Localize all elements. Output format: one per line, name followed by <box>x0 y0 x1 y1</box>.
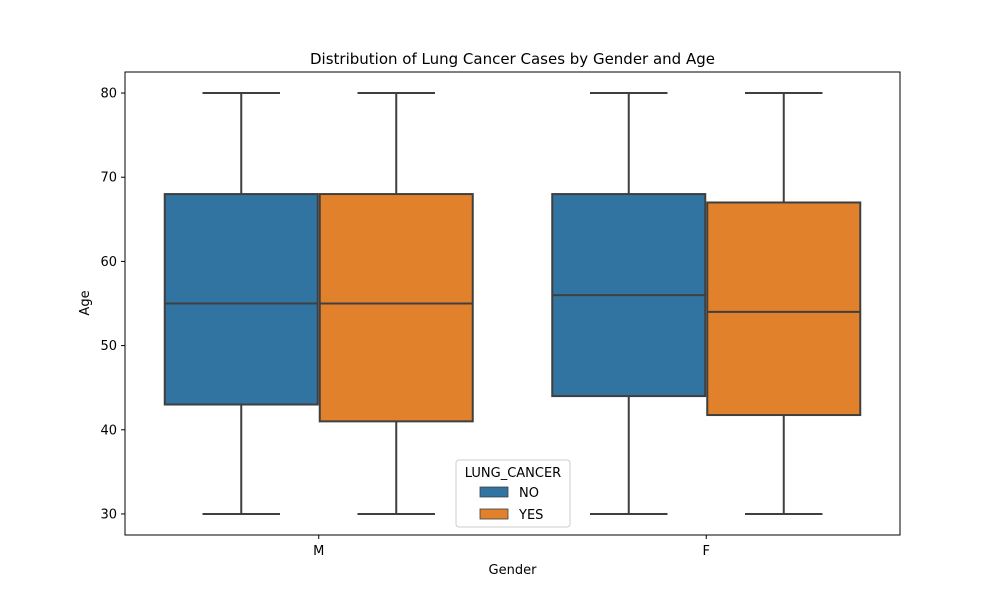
iqr-box-yes-m <box>318 193 474 423</box>
box-no-m <box>163 92 319 515</box>
y-tick-label-60: 60 <box>100 255 117 270</box>
axis-ticks: 30 40 50 60 70 80 M F <box>100 87 710 559</box>
plot-frame <box>124 71 901 536</box>
chart-title: Distribution of Lung Cancer Cases by Gen… <box>310 50 715 68</box>
legend-swatch-yes <box>479 508 509 520</box>
y-tick-label-50: 50 <box>100 339 117 354</box>
y-tick-label-30: 30 <box>100 507 117 522</box>
legend-swatch-no <box>479 486 509 498</box>
iqr-box-no-m <box>163 193 319 406</box>
legend: LUNG_CANCER NO YES <box>455 459 571 528</box>
x-tick-label-m: M <box>313 544 324 559</box>
iqr-box-yes-f <box>706 201 862 417</box>
legend-title: LUNG_CANCER <box>465 466 561 481</box>
box-no-f <box>551 92 707 515</box>
y-tick-label-40: 40 <box>100 423 117 438</box>
box-yes-f <box>706 92 862 515</box>
y-tick-label-70: 70 <box>100 171 117 186</box>
legend-label-no: NO <box>519 486 539 501</box>
y-axis-label: Age <box>78 290 93 315</box>
x-axis-label: Gender <box>489 563 538 578</box>
legend-label-yes: YES <box>518 508 543 523</box>
box-yes-m <box>318 92 474 515</box>
x-tick-label-f: F <box>703 544 710 559</box>
y-tick-label-80: 80 <box>100 87 117 102</box>
plot-marks <box>163 92 862 515</box>
